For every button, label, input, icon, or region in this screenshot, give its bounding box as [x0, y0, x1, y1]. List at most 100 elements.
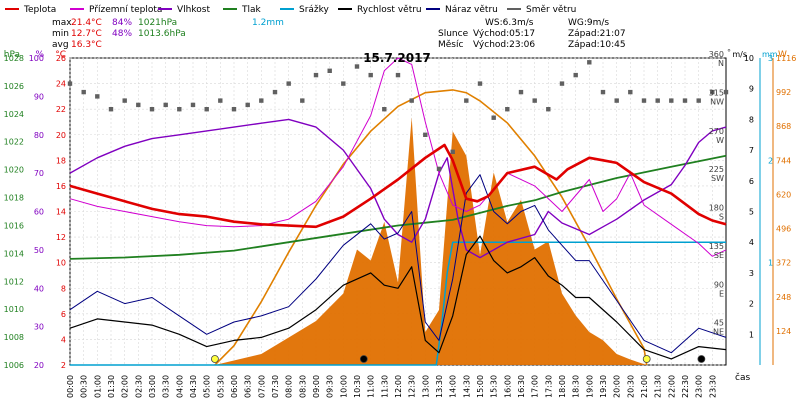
- axis-humidity-tick: 40: [34, 284, 44, 293]
- axis-wind-tick: 9: [749, 85, 754, 94]
- axis-solar-tick: 372: [776, 259, 791, 268]
- axis-wind-tick: 10: [744, 54, 754, 63]
- time-tick-label: 13:00: [421, 375, 430, 398]
- marker-sunset: [642, 355, 651, 363]
- axis-direction-dir: NE: [713, 328, 724, 337]
- legend-label: Teplota: [23, 5, 56, 15]
- time-tick-label: 06:30: [244, 375, 253, 398]
- wind-direction-point: [108, 107, 114, 112]
- axis-humidity-tick: 30: [34, 323, 44, 332]
- axis-direction-deg: 90: [714, 280, 724, 289]
- axis-temperature-unit: °C: [55, 50, 66, 60]
- axis-pressure-tick: 1006: [4, 361, 24, 370]
- time-tick-label: 09:30: [326, 375, 335, 398]
- time-tick-label: 11:00: [367, 375, 376, 398]
- time-tick-label: 20:00: [613, 375, 622, 398]
- wind-direction-point: [395, 72, 401, 78]
- info-moonset: Západ:10:45: [568, 40, 626, 50]
- series-solar: [214, 117, 647, 366]
- axis-direction-deg: 270: [709, 127, 724, 136]
- axis-pressure-tick: 1012: [4, 277, 24, 286]
- wind-direction-point: [587, 60, 592, 65]
- axis-solar-tick: 868: [776, 122, 791, 131]
- wind-direction-point: [559, 81, 565, 86]
- wind-direction-point: [313, 72, 319, 78]
- wind-direction-point: [368, 72, 373, 78]
- axis-solar-tick: 1116: [776, 54, 796, 63]
- wind-direction-point: [546, 107, 551, 112]
- time-tick-label: 14:00: [449, 375, 458, 398]
- wind-direction-point: [218, 98, 223, 103]
- wind-direction-point: [696, 98, 701, 103]
- series-wind-gust: [69, 174, 727, 354]
- stats-block: max 21.4°C 84% 1021hPa 1.2mm min 12.7°C …: [52, 18, 284, 50]
- axis-pressure-unit: hPa: [4, 50, 20, 60]
- time-tick-label: 12:30: [408, 375, 417, 398]
- wind-direction-point: [464, 98, 469, 103]
- wind-direction-point: [669, 98, 674, 103]
- wind-direction-point: [259, 98, 264, 103]
- wind-direction-point: [436, 166, 442, 172]
- time-tick-label: 18:00: [558, 375, 567, 398]
- stats-avg-label: avg: [52, 40, 69, 50]
- legend-label: Tlak: [241, 5, 262, 15]
- axis-wind-tick: 6: [749, 177, 754, 186]
- axis-rain-tick: 3: [768, 54, 773, 63]
- info-sunset: Západ:21:07: [568, 29, 626, 39]
- time-tick-label: 05:30: [216, 375, 225, 398]
- wind-direction-point: [423, 132, 428, 137]
- wind-direction-point: [300, 98, 305, 103]
- time-tick-label: 22:00: [667, 375, 676, 398]
- series-wind-speed: [69, 235, 727, 360]
- time-tick-label: 12:00: [394, 375, 403, 398]
- time-tick-label: 05:00: [203, 375, 212, 398]
- axis-humidity-tick: 50: [34, 246, 44, 255]
- time-tick-label: 19:00: [585, 375, 594, 398]
- wind-direction-point: [710, 89, 715, 95]
- series-ground-temperature: [69, 57, 727, 257]
- time-tick-label: 17:00: [531, 375, 540, 398]
- stats-max-temp: 21.4°C: [71, 18, 102, 28]
- time-tick-label: 16:00: [503, 375, 512, 398]
- axis-humidity-tick: 70: [34, 169, 44, 178]
- time-tick-label: 04:00: [175, 375, 184, 398]
- time-tick-label: 23:30: [708, 375, 717, 398]
- chart-title: 15.7.2017: [363, 51, 431, 65]
- wind-direction-point: [286, 81, 291, 86]
- wind-direction-point: [95, 94, 100, 99]
- series-rain: [70, 241, 726, 366]
- time-tick-label: 07:30: [271, 375, 280, 398]
- plot-area: [67, 57, 729, 366]
- wind-direction-point: [641, 98, 647, 103]
- axis-direction-deg: 45: [714, 319, 724, 328]
- axis-direction-dir: S: [719, 213, 724, 222]
- axis-pressure-tick: 1010: [4, 305, 24, 314]
- axis-direction-dir: NW: [710, 97, 724, 106]
- axis-pressure-tick: 1022: [4, 138, 24, 147]
- info-sunrise: Východ:05:17: [473, 29, 535, 39]
- time-tick-label: 21:00: [640, 375, 649, 398]
- wind-direction-point: [341, 81, 346, 86]
- axes: hPa1006100810101012101410161018102010221…: [4, 48, 797, 398]
- axis-temperature-tick: 10: [56, 259, 66, 268]
- legend-label: Přízemní teplota: [89, 5, 162, 15]
- axis-temperature-tick: 12: [56, 233, 66, 242]
- axis-humidity-tick: 90: [34, 92, 44, 101]
- axis-pressure-tick: 1020: [4, 166, 24, 175]
- time-tick-label: 08:30: [298, 375, 307, 398]
- time-tick-label: 01:30: [107, 375, 116, 398]
- axis-direction-unit: °: [727, 48, 731, 57]
- series-solar-theoretical: [214, 89, 648, 366]
- legend-label: Náraz větru: [445, 5, 498, 15]
- time-tick-label: 22:30: [681, 375, 690, 398]
- time-tick-label: 15:00: [476, 375, 485, 398]
- time-tick-label: 04:30: [189, 375, 198, 398]
- time-tick-label: 02:00: [121, 375, 130, 398]
- stats-max-label: max: [52, 18, 72, 28]
- axis-temperature-tick: 16: [56, 182, 66, 191]
- wind-direction-point: [136, 102, 141, 108]
- wind-direction-point: [628, 89, 633, 95]
- time-tick-label: 09:00: [312, 375, 321, 398]
- stats-max-hum: 84%: [112, 18, 132, 28]
- stats-min-press: 1013.6hPa: [138, 29, 186, 39]
